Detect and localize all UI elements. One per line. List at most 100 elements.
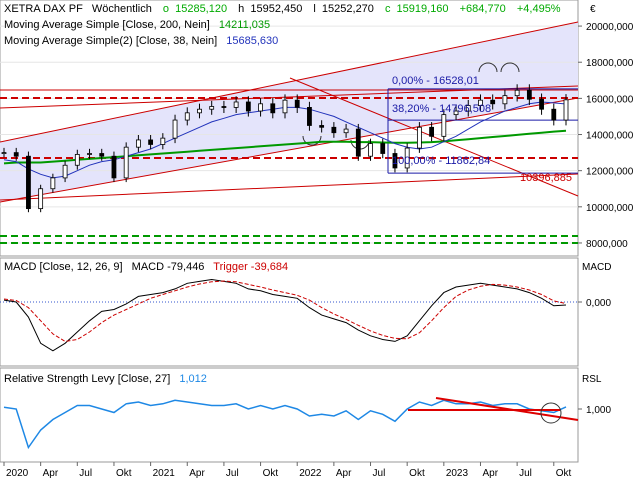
rsl-title: Relative Strength Levy [Close, 27]	[4, 373, 170, 385]
candle-body-10	[123, 146, 129, 179]
trigger-value: Trigger -39,684	[213, 261, 288, 273]
rsl-axis-ticks: 1,000	[578, 405, 611, 416]
rsl-legend: Relative Strength Levy [Close, 27] 1,012	[4, 373, 207, 385]
pattern-arc-2	[478, 62, 498, 73]
candle-body-24	[294, 99, 300, 108]
candle-body-1	[13, 152, 19, 157]
period-label: Wöchentlich	[92, 3, 152, 15]
price-tick-label-6: 20000,000	[586, 22, 634, 33]
fib-0-label: 0,00% - 16528,01	[392, 75, 479, 87]
candle-body-31	[380, 143, 386, 154]
header-legend: XETRA DAX PF Wöchentlich o 15285,120 h 1…	[4, 3, 561, 47]
header-line-3: Moving Average Simple(2) [Close, 38, Nei…	[4, 35, 278, 47]
time-tick-label-15: Okt	[556, 468, 572, 479]
candle-body-7	[87, 153, 92, 155]
candle-body-9	[111, 155, 117, 179]
rsl-value: 1,012	[179, 373, 207, 385]
candle-body-3	[38, 188, 44, 210]
candle-body-2	[26, 155, 31, 210]
header-line-1: XETRA DAX PF Wöchentlich o 15285,120 h 1…	[4, 3, 561, 15]
candle-body-44	[539, 98, 544, 110]
time-tick-label-12: 2023	[446, 468, 469, 479]
fib-38-label: 38,20% - 14796,508	[392, 103, 491, 115]
candle-body-21	[258, 103, 263, 112]
macd-axis-title: MACD	[582, 262, 611, 273]
candle-body-19	[233, 101, 239, 108]
candle-body-0	[1, 152, 7, 154]
macd-tick-label-0: 0,000	[586, 298, 611, 309]
price-axis-ticks: 8000,000 10000,000 12000,000 14000,000 16000…	[578, 22, 634, 250]
time-tick-label-0: 2020	[6, 468, 29, 479]
candle-body-43	[526, 89, 532, 100]
candle-body-23	[282, 99, 288, 114]
price-tick-label-5: 18000,000	[586, 58, 634, 69]
time-tick-label-7: Okt	[263, 468, 279, 479]
rsl-axis-title: RSL	[582, 374, 602, 385]
candle-body-6	[74, 153, 80, 166]
ohlc-open-label: o	[163, 3, 169, 15]
macd-lines	[3, 278, 567, 352]
rsl-lines	[3, 397, 579, 450]
candle-body-13	[160, 137, 166, 145]
moving-average-line-0	[3, 129, 567, 165]
time-tick-label-6: Jul	[226, 468, 239, 479]
candle-body-25	[307, 107, 312, 126]
candle-body-34	[416, 126, 422, 149]
candle-body-42	[514, 89, 520, 97]
candle-body-12	[148, 139, 154, 145]
candle-body-28	[343, 128, 349, 134]
time-tick-label-10: Jul	[373, 468, 386, 479]
candle-body-36	[441, 114, 447, 137]
candle-body-35	[429, 126, 435, 137]
macd-panel[interactable]: MACD [Close, 12, 26, 9] MACD -79,446 Tri…	[0, 257, 611, 367]
time-tick-label-14: Jul	[519, 468, 532, 479]
pattern-arc-3	[500, 62, 520, 73]
pattern-arc-0	[302, 135, 322, 146]
ohlc-high-label: h	[238, 3, 244, 15]
price-panel[interactable]: XETRA DAX PF Wöchentlich o 15285,120 h 1…	[0, 0, 579, 257]
candle-body-45	[551, 108, 557, 121]
candle-body-11	[135, 139, 141, 148]
candle-body-39	[478, 99, 483, 107]
channel-upper-line	[0, 21, 579, 143]
change-value: +684,770	[460, 3, 506, 15]
macd-series-line-0	[3, 278, 567, 352]
candle-body-40	[490, 99, 496, 105]
fib-100-label: 100,00% - 11862,84	[392, 155, 490, 167]
candle-body-16	[197, 108, 202, 114]
candle-body-41	[502, 95, 508, 105]
time-tick-label-11: Okt	[409, 468, 425, 479]
fib-labels: 0,00% - 16528,01 38,20% - 14796,508 100,…	[392, 75, 572, 184]
candle-body-46	[563, 99, 569, 121]
time-tick-label-3: Okt	[116, 468, 132, 479]
candle-body-15	[184, 112, 190, 121]
fibonacci-lines	[387, 88, 578, 174]
rsl-panel[interactable]: Relative Strength Levy [Close, 27] 1,012…	[0, 367, 611, 463]
candle-body-30	[368, 143, 373, 157]
macd-axis-ticks: 0,000	[578, 298, 611, 309]
time-tick-label-1: Apr	[43, 468, 59, 479]
candle-body-14	[172, 119, 178, 139]
time-tick-label-4: 2021	[153, 468, 176, 479]
macd-value: MACD -79,446	[132, 261, 205, 273]
price-tick-label-3: 14000,000	[586, 131, 634, 142]
instrument-name: XETRA DAX PF	[4, 3, 83, 15]
sma38-label: Moving Average Simple(2) [Close, 38, Nei…	[4, 35, 217, 47]
price-tick-label-4: 16000,000	[586, 94, 634, 105]
header-line-2: Moving Average Simple [Close, 200, Nein]…	[4, 19, 270, 31]
time-tick-label-9: Apr	[336, 468, 352, 479]
ohlc-open-value: 15285,120	[175, 3, 227, 15]
sma200-label: Moving Average Simple [Close, 200, Nein]	[4, 19, 210, 31]
rsl-highlight-circle	[540, 402, 562, 424]
candle-body-5	[62, 164, 68, 179]
candle-body-37	[453, 110, 459, 116]
ohlc-low-label: l	[313, 3, 315, 15]
rsl-tick-label-0: 1,000	[586, 405, 611, 416]
candle-body-38	[465, 105, 471, 112]
price-tick-label-1: 10000,000	[586, 203, 634, 214]
candle-body-8	[99, 153, 105, 157]
candle-body-17	[209, 106, 215, 110]
time-tick-label-5: Apr	[189, 468, 205, 479]
candle-body-27	[331, 126, 337, 134]
